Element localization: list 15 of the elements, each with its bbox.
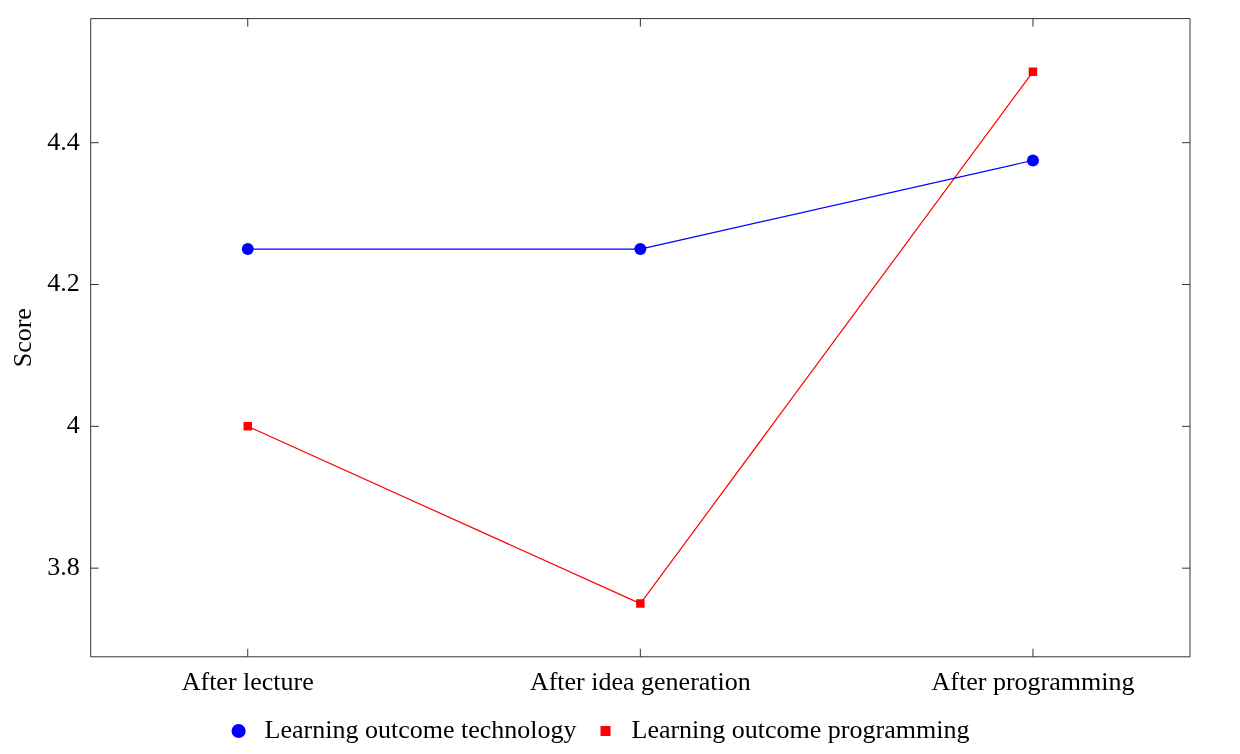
point <box>243 422 252 431</box>
point <box>1026 154 1039 167</box>
legend-label: Learning outcome programming <box>631 714 970 744</box>
point <box>241 243 254 256</box>
point <box>636 599 645 608</box>
legend-label: Learning outcome technology <box>264 714 577 744</box>
y-tick-label: 4.2 <box>47 268 80 298</box>
point <box>634 243 647 256</box>
x-tick-label: After programming <box>931 667 1135 697</box>
y-tick-label: 3.8 <box>47 551 80 581</box>
x-tick-label: After lecture <box>181 667 314 697</box>
y-tick-label: 4 <box>66 410 80 440</box>
y-tick-label: 4.4 <box>47 126 80 156</box>
y-axis-title: Score <box>8 308 38 368</box>
x-tick-label: After idea generation <box>529 667 751 697</box>
